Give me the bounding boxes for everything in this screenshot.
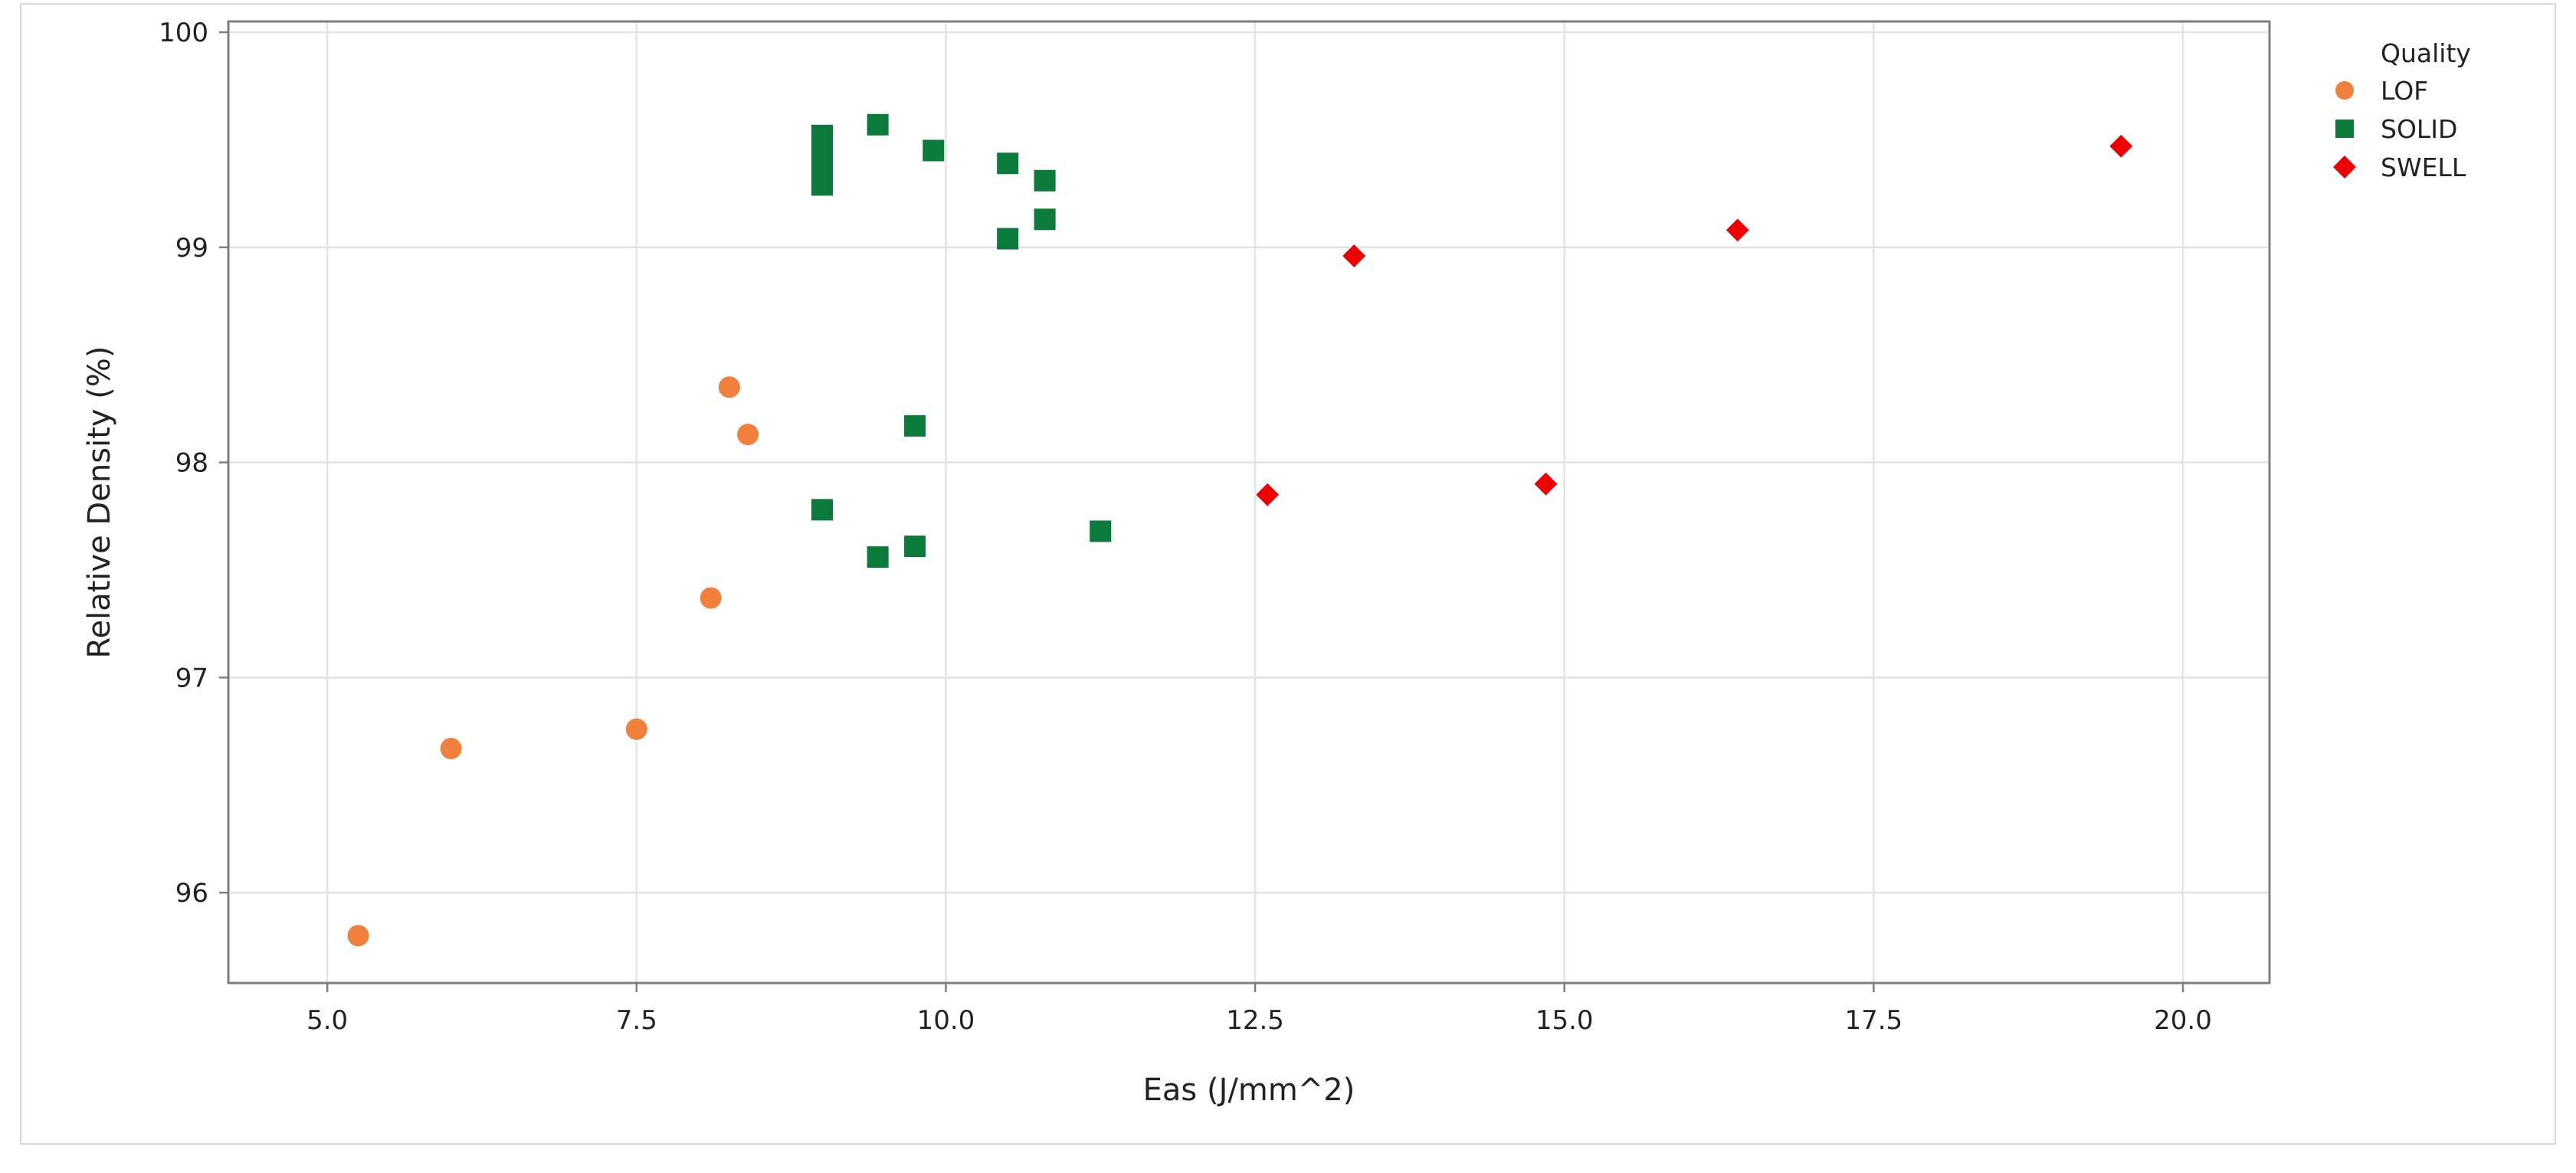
data-point-solid — [1034, 169, 1056, 192]
legend-marker-swell — [2331, 153, 2358, 181]
y-tick-label: 96 — [175, 878, 208, 909]
data-point-swell — [2108, 133, 2135, 159]
data-point-lof — [718, 376, 740, 398]
legend-item-solid: SOLID — [2335, 114, 2457, 144]
data-point-solid — [1090, 520, 1112, 542]
data-point-solid — [1034, 208, 1056, 231]
y-axis: 96 97 98 99 100 — [159, 18, 228, 909]
legend-marker-solid — [2335, 120, 2354, 138]
data-point-swell — [1724, 217, 1751, 244]
data-point-solid — [923, 139, 945, 162]
plot-area-border — [227, 20, 2271, 985]
series-swell — [1254, 133, 2135, 508]
data-point-solid — [811, 174, 833, 196]
data-point-solid — [811, 499, 833, 521]
x-tick-label: 12.5 — [1226, 1005, 1284, 1036]
data-point-swell — [1532, 470, 1559, 497]
data-point-lof — [700, 587, 722, 609]
y-tick-label: 100 — [159, 18, 208, 48]
legend-items: LOF SOLID SWELL — [2331, 76, 2466, 182]
data-point-solid — [867, 546, 889, 568]
data-point-solid — [997, 152, 1019, 175]
series-solid — [811, 113, 1112, 568]
data-point-solid — [904, 536, 926, 558]
data-point-lof — [625, 718, 647, 740]
legend-title: Quality — [2381, 38, 2471, 68]
legend: Quality LOF SOLID SWELL — [2331, 38, 2471, 182]
legend-label: SOLID — [2381, 114, 2457, 144]
grid-layer — [228, 21, 2270, 983]
y-tick-label: 99 — [175, 233, 208, 264]
y-axis-title: Relative Density (%) — [82, 346, 117, 658]
series-lof — [347, 376, 759, 947]
legend-marker-lof — [2335, 81, 2354, 100]
x-tick-label: 10.0 — [917, 1005, 975, 1036]
x-tick-label: 20.0 — [2154, 1005, 2212, 1036]
x-tick-label: 17.5 — [1844, 1005, 1903, 1036]
x-tick-label: 7.5 — [616, 1005, 657, 1036]
data-point-lof — [737, 424, 759, 446]
data-point-swell — [1341, 242, 1368, 270]
data-point-solid — [867, 113, 889, 136]
data-point-lof — [440, 737, 462, 759]
data-point-swell — [1254, 481, 1281, 508]
x-tick-label: 5.0 — [306, 1005, 348, 1036]
data-point-solid — [904, 414, 926, 437]
legend-item-swell: SWELL — [2331, 152, 2466, 182]
legend-label: LOF — [2381, 76, 2428, 106]
legend-label: SWELL — [2381, 152, 2466, 182]
data-point-solid — [997, 228, 1019, 250]
data-points — [347, 113, 2135, 947]
data-point-lof — [347, 925, 369, 947]
y-tick-label: 97 — [175, 663, 208, 693]
x-axis-title: Eas (J/mm^2) — [1143, 1073, 1355, 1108]
x-tick-label: 15.0 — [1535, 1005, 1594, 1036]
y-tick-label: 98 — [175, 448, 208, 479]
x-axis: 5.0 7.5 10.0 12.5 15.0 17.5 20.0 — [306, 983, 2212, 1036]
chart-frame — [20, 3, 2556, 1145]
legend-item-lof: LOF — [2335, 76, 2428, 106]
